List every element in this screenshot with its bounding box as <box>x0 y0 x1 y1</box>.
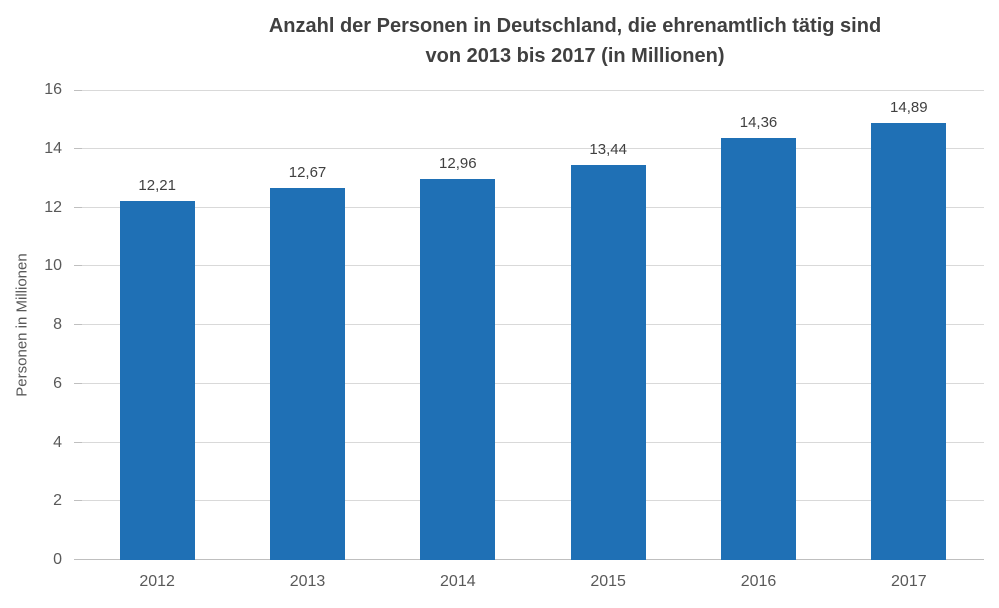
y-tick-label-10: 10 <box>44 257 62 275</box>
y-tick-label-12: 12 <box>44 198 62 216</box>
bar-2017 <box>871 122 947 560</box>
bar-2014 <box>420 179 496 560</box>
chart-title-line2: von 2013 bis 2017 (in Millionen) <box>425 45 725 67</box>
chart-title-line1: Anzahl der Personen in Deutschland, die … <box>268 15 882 37</box>
gridline-12 <box>82 206 984 208</box>
gridline-14 <box>82 147 984 149</box>
x-tick-label-2016: 2016 <box>740 573 777 590</box>
bar-value-label-2015: 13,44 <box>589 141 627 159</box>
y-tick-label-16: 16 <box>44 81 62 98</box>
y-tick-mark-12 <box>74 206 82 208</box>
y-tick-mark-2 <box>74 500 82 502</box>
gridline-2 <box>82 500 984 502</box>
y-tick-label-6: 6 <box>53 374 62 392</box>
y-tick-label-8: 8 <box>53 316 62 333</box>
x-tick-label-2014: 2014 <box>440 573 476 590</box>
gridline-16 <box>82 90 984 91</box>
gridline-6 <box>82 382 984 384</box>
x-tick-label-2017: 2017 <box>891 573 927 590</box>
bar-value-label-2016: 14,36 <box>739 114 778 132</box>
chart-title: Anzahl der Personen in Deutschland, die … <box>269 11 881 71</box>
x-tick-label-2013: 2013 <box>289 573 326 590</box>
x-axis: 2012 2013 2014 2015 2016 2017 <box>82 573 984 595</box>
y-tick-mark-8 <box>74 324 82 325</box>
y-tick-mark-10 <box>74 265 82 267</box>
y-tick-label-2: 2 <box>53 492 62 510</box>
y-axis: 0 2 4 6 8 10 12 14 16 <box>0 81 62 568</box>
gridline-8 <box>82 324 984 325</box>
bar-value-label-2017: 14,89 <box>890 98 928 116</box>
bar-2013 <box>270 187 345 560</box>
bar-2012 <box>119 201 195 560</box>
gridline-0 <box>74 559 984 560</box>
gridline-10 <box>82 265 984 267</box>
bar-2016 <box>721 138 796 560</box>
y-tick-mark-16 <box>74 90 82 91</box>
bar-value-label-2013: 12,67 <box>288 163 327 181</box>
plot-area: 12,21 12,67 12,96 13,44 14,36 14,89 <box>74 90 984 560</box>
y-tick-mark-4 <box>74 441 82 443</box>
bar-value-label-2012: 12,21 <box>138 177 176 195</box>
bar-value-label-2014: 12,96 <box>439 155 477 173</box>
y-tick-label-4: 4 <box>53 433 62 451</box>
x-tick-label-2012: 2012 <box>139 573 175 590</box>
bar-2015 <box>570 165 646 560</box>
x-tick-label-2015: 2015 <box>590 573 626 590</box>
y-tick-label-14: 14 <box>44 139 62 157</box>
y-tick-mark-6 <box>74 382 82 384</box>
y-tick-label-0: 0 <box>53 551 62 568</box>
y-tick-mark-14 <box>74 147 82 149</box>
gridline-4 <box>82 441 984 443</box>
